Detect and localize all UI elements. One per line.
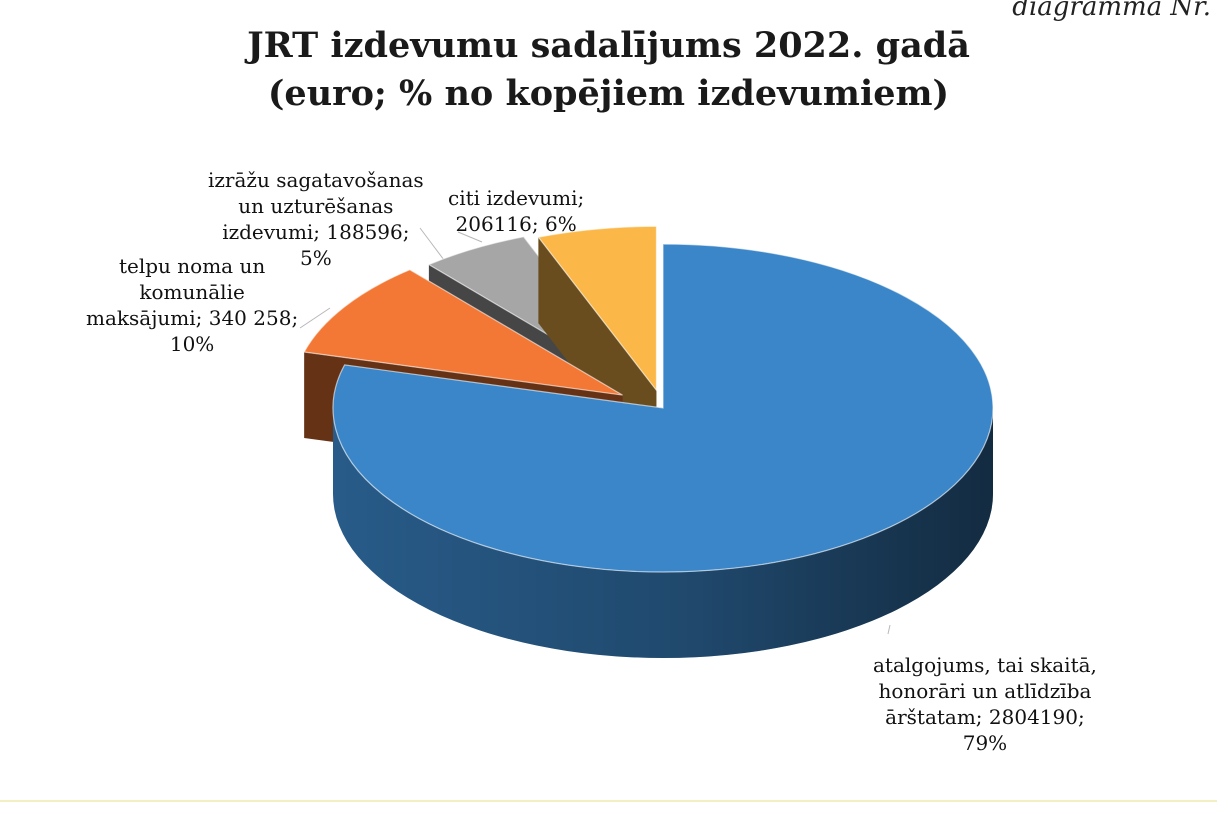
data-label-2: izrāžu sagatavošanas un uzturēšanas izdevu… [208,167,424,271]
leader-line-0 [887,624,891,635]
data-label-line: atalgojums, tai skaitā, [873,653,1097,677]
data-label-line: honorāri un atlīdzība [878,679,1092,703]
data-label-1: telpu noma un komunālie maksājumi; 340 258… [86,253,298,357]
data-label-line: citi izdevumi; [448,186,585,210]
bottom-rule [0,800,1217,802]
data-label-line: maksājumi; 340 258; [86,306,299,330]
data-label-line: komunālie [139,280,245,304]
data-label-line: izdevumi; 188596; [222,220,410,244]
data-label-line: 79% [962,731,1008,755]
corner-label: diagramma Nr. [1012,0,1211,22]
chart-subtitle: (euro; % no kopējiem izdevumiem) [267,73,950,114]
data-label-0: atalgojums, tai skaitā, honorāri un atlīd… [873,652,1097,756]
data-label-3: citi izdevumi; 206116; 6% [448,185,584,237]
data-label-line: ārštatam; 2804190; [885,705,1085,729]
data-label-line: 206116; 6% [455,212,577,236]
pie-slice-top-3 [537,225,658,393]
data-label-line: un uzturēšanas [238,194,394,218]
pie-slice-0 [332,243,994,658]
data-label-line: 5% [299,246,332,270]
pie-slice-side-shade-0-0 [333,408,993,658]
data-label-line: izrāžu sagatavošanas [208,168,424,192]
pie-slice-top-0 [332,243,994,573]
pie-slices [303,225,994,658]
leader-line-1 [299,307,331,329]
data-label-line: telpu noma un [118,254,266,278]
chart-title-block: JRT izdevumu sadalījums 2022. gadā (euro… [0,22,1217,118]
pie-slice-top-1 [303,269,623,396]
chart-title: JRT izdevumu sadalījums 2022. gadā [247,25,970,66]
data-label-line: 10% [169,332,215,356]
leader-line-3 [457,231,483,243]
